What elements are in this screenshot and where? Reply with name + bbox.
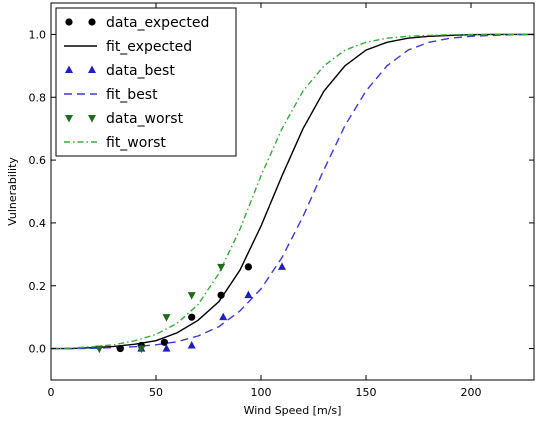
legend-frame	[55, 7, 237, 157]
fit_best-line	[51, 33, 534, 350]
legend-entry-fit_expected: fit_expected	[64, 39, 192, 55]
x-tick-label: 50	[149, 386, 163, 399]
data_worst-point	[187, 292, 196, 300]
data_expected-point	[217, 291, 225, 299]
data_worst-point	[217, 263, 226, 272]
legend-marker	[88, 65, 96, 73]
data_expected-point	[116, 344, 124, 353]
x-tick-label: 0	[48, 386, 55, 399]
x-axis-label: Wind Speed [m/s]	[244, 404, 342, 417]
legend-marker	[65, 18, 73, 26]
y-tick-label: 0.8	[29, 91, 47, 104]
y-tick-label: 1.0	[29, 28, 47, 41]
legend-label: fit_expected	[106, 39, 192, 55]
data_best-point	[278, 262, 286, 270]
legend-entry-data_expected: data_expected	[65, 15, 209, 31]
legend-marker	[65, 115, 73, 123]
y-tick-label: 0.0	[29, 343, 47, 356]
legend: data_expected fit_expected data_best fit_be…	[55, 7, 237, 157]
y-axis-label: Vulnerability	[6, 157, 19, 226]
data_worst-point	[95, 345, 104, 354]
data_worst-point	[162, 314, 171, 322]
data_best-point	[219, 312, 228, 321]
series-layer	[51, 33, 534, 354]
data_best-point	[244, 290, 253, 299]
data_expected-point	[188, 313, 196, 321]
y-tick-label: 0.4	[29, 217, 47, 230]
fit_expected-line	[51, 33, 534, 350]
legend-marker	[65, 65, 73, 73]
legend-entry-fit_worst: fit_worst	[64, 135, 166, 151]
data_best-point	[187, 340, 196, 349]
legend-label: fit_best	[106, 87, 158, 103]
data_expected-point	[244, 263, 252, 271]
data_best-point	[162, 344, 171, 352]
legend-label: fit_worst	[106, 135, 166, 151]
data_expected-point	[160, 338, 168, 346]
y-tick-label: 0.6	[29, 154, 47, 167]
legend-entry-data_worst: data_worst	[65, 111, 184, 127]
legend-marker	[88, 115, 96, 123]
legend-label: data_worst	[106, 111, 184, 127]
data_worst-point	[137, 345, 146, 354]
y-tick-label: 0.2	[29, 280, 47, 293]
x-tick-label: 150	[356, 386, 377, 399]
legend-marker	[88, 18, 96, 26]
legend-entry-fit_best: fit_best	[64, 87, 158, 103]
legend-entry-data_best: data_best	[65, 63, 175, 79]
axis-ticks: 0 50 100 150 200 0.0 0.2 0.4 0.6 0.8 1.0	[29, 3, 534, 399]
x-tick-label: 100	[251, 386, 272, 399]
legend-label: data_expected	[106, 15, 209, 31]
legend-label: data_best	[106, 63, 175, 79]
x-tick-label: 200	[461, 386, 482, 399]
